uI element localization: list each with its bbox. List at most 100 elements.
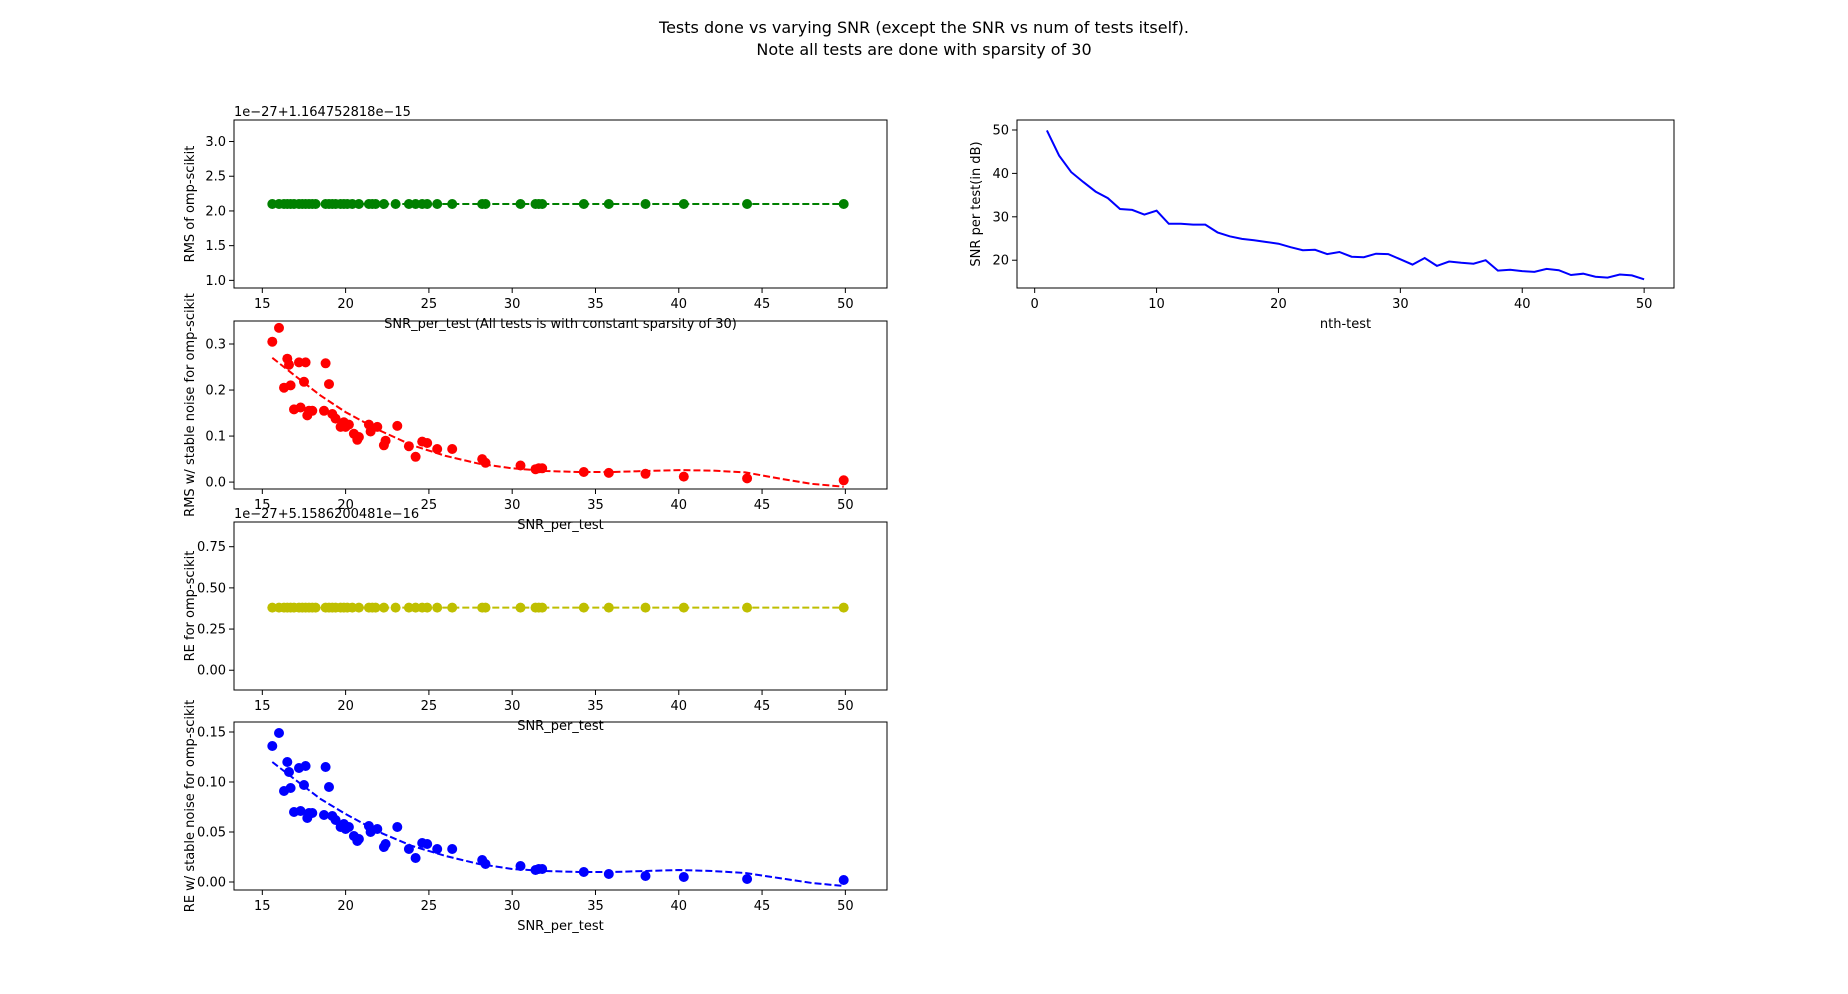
data-point	[307, 405, 318, 416]
rms-omp-chart: 15 20 25 30 35 40 45 50 1.0 1.5 2.0 2.5 3.0 SNR_per_t…	[183, 105, 888, 332]
data-point	[392, 420, 403, 431]
data-point	[410, 451, 421, 462]
data-point	[480, 199, 491, 209]
data-point	[403, 441, 414, 452]
y-tick-label: 0.1	[205, 430, 226, 445]
data-point	[353, 834, 364, 844]
axis-offset-text: 1e−27+5.1586200481e−16	[234, 507, 419, 522]
data-point	[372, 421, 383, 432]
x-axis-label: nth-test	[1320, 317, 1371, 332]
y-tick-label: 0.05	[197, 826, 226, 841]
x-tick-label: 45	[754, 699, 771, 714]
data-point	[274, 322, 284, 333]
y-tick-label: 2.0	[205, 204, 226, 219]
data-point	[284, 359, 294, 370]
data-point	[300, 761, 311, 771]
fit-line	[271, 357, 844, 488]
x-tick-label: 0	[1031, 297, 1039, 312]
data-point	[422, 438, 433, 448]
x-tick-label: 20	[337, 699, 354, 714]
data-point	[380, 839, 391, 849]
data-point	[310, 602, 321, 613]
data-point	[515, 460, 526, 471]
y-tick-label: 20	[992, 254, 1009, 269]
x-tick-label: 40	[670, 699, 687, 714]
data-point	[537, 199, 548, 209]
snr-per-test-chart: 0 10 20 30 40 50 20 30 40 50 nth-test SNR per test(…	[969, 119, 1675, 332]
data-point	[640, 199, 651, 209]
data-point	[319, 810, 329, 820]
x-tick-label: 30	[504, 699, 521, 714]
x-tick-label: 20	[337, 899, 354, 914]
figure-title-line2: Note all tests are done with sparsity of…	[756, 40, 1091, 59]
data-point	[640, 871, 651, 881]
data-point	[432, 602, 443, 613]
data-point	[274, 728, 284, 738]
data-point	[537, 602, 548, 613]
data-point	[295, 806, 306, 816]
y-tick-label: 0.25	[197, 623, 226, 638]
data-point	[678, 602, 689, 613]
data-point	[432, 844, 443, 854]
x-tick-label: 30	[504, 899, 521, 914]
data-point	[742, 874, 753, 884]
data-point	[432, 444, 443, 454]
data-point	[285, 783, 296, 793]
y-tick-label: 0.00	[197, 664, 226, 679]
x-axis-label: SNR_per_test	[517, 919, 604, 934]
y-tick-label: 0.00	[197, 876, 226, 891]
data-point	[330, 815, 341, 825]
x-tick-label: 35	[587, 699, 604, 714]
data-point	[447, 444, 458, 454]
data-point	[447, 199, 458, 209]
x-axis-label: SNR_per_test	[517, 719, 604, 734]
x-tick-label: 50	[837, 297, 854, 312]
data-point	[742, 199, 753, 209]
x-tick-label: 45	[754, 899, 771, 914]
data-point	[640, 602, 651, 613]
data-point	[410, 853, 421, 863]
data-point	[378, 602, 389, 613]
data-point	[838, 475, 849, 486]
data-point	[403, 844, 414, 854]
data-point	[319, 405, 329, 416]
data-point	[838, 199, 849, 209]
x-tick-label: 20	[337, 297, 354, 312]
data-point	[353, 432, 364, 442]
y-tick-label: 1.5	[205, 239, 226, 254]
data-point	[578, 602, 589, 613]
x-tick-label: 40	[670, 498, 687, 513]
axes-frame	[233, 521, 888, 691]
data-point	[378, 199, 389, 209]
x-tick-label: 50	[1636, 297, 1653, 312]
data-point	[285, 380, 296, 391]
data-point	[742, 473, 753, 484]
y-tick-label: 0.2	[205, 384, 226, 399]
y-tick-label: 0.0	[205, 476, 226, 491]
data-point	[282, 757, 293, 767]
x-tick-label: 25	[421, 297, 438, 312]
data-point	[678, 471, 689, 482]
data-point	[310, 199, 321, 209]
plot-area	[1045, 129, 1645, 281]
x-tick-label: 15	[254, 297, 271, 312]
x-tick-label: 50	[837, 498, 854, 513]
axes-frame	[233, 320, 888, 490]
data-point	[537, 463, 548, 474]
data-point	[390, 602, 401, 613]
plot-area	[267, 199, 849, 209]
y-tick-label: 0.3	[205, 338, 226, 353]
x-tick-label: 25	[421, 498, 438, 513]
x-tick-label: 30	[504, 498, 521, 513]
x-tick-label: 30	[504, 297, 521, 312]
data-point	[603, 869, 614, 879]
y-tick-label: 1.0	[205, 274, 226, 289]
x-tick-label: 20	[337, 498, 354, 513]
data-point	[320, 762, 331, 772]
data-point	[578, 199, 589, 209]
data-point	[578, 867, 589, 877]
x-tick-label: 35	[587, 899, 604, 914]
data-point	[422, 602, 433, 613]
data-point	[515, 199, 526, 209]
y-tick-label: 3.0	[205, 135, 226, 150]
